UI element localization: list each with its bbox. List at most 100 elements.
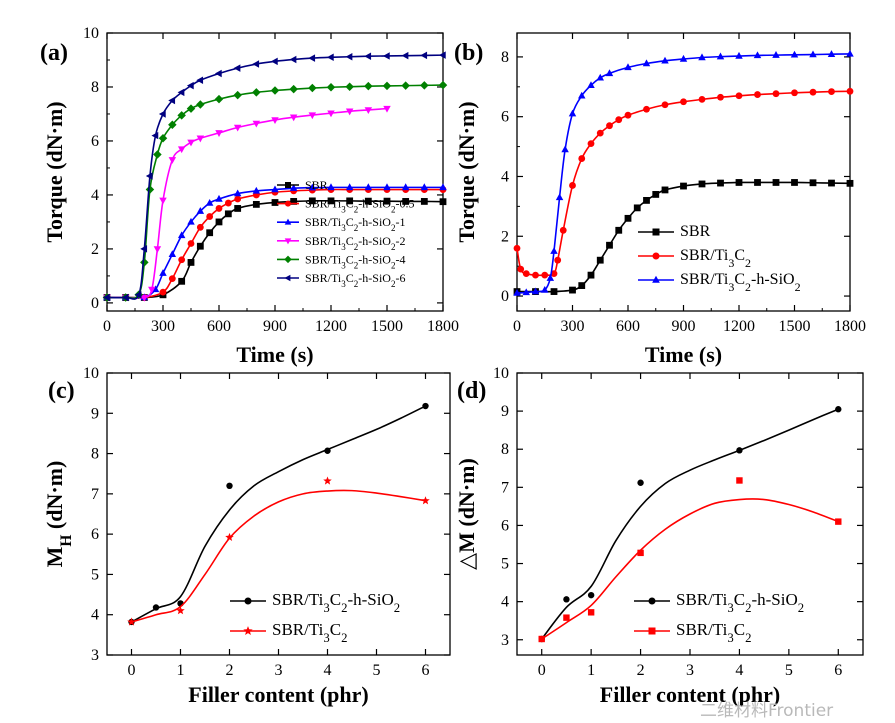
legend-name-sub: 2 <box>795 280 801 294</box>
data-point <box>252 200 260 208</box>
series-3 <box>103 105 391 302</box>
x-tick-label: 5 <box>785 662 793 679</box>
legend-name-sub: 3 <box>341 242 346 252</box>
y-tick-label: 4 <box>91 187 99 204</box>
data-point <box>513 244 521 252</box>
data-point <box>168 96 176 105</box>
legend-name: SBR/Ti <box>676 620 728 639</box>
legend-name-sub: 2 <box>391 279 396 289</box>
data-point <box>140 258 149 267</box>
x-tick-label: 900 <box>263 318 287 335</box>
y-tick-label: 4 <box>501 168 509 185</box>
legend-name: SBR/Ti <box>272 590 324 609</box>
data-point <box>652 191 660 198</box>
legend-name-sub: 3 <box>727 631 733 645</box>
legend-name: SBR/Ti <box>305 271 342 285</box>
data-point <box>326 53 334 62</box>
legend-name-part: O <box>382 271 391 285</box>
y-axis-title-tail: (dN·m) <box>42 461 67 535</box>
legend-name-part: C <box>734 590 745 609</box>
legend-label: SBR/Ti3C2-h-SiO2-6 <box>305 271 405 289</box>
x-axis-title: Time (s) <box>645 342 722 367</box>
legend-label: SBR/Ti3C2 <box>676 620 751 645</box>
data-point <box>587 609 595 616</box>
data-point <box>846 179 854 187</box>
data-point <box>383 183 391 191</box>
data-point <box>289 84 298 94</box>
legend-name-part: C <box>346 252 354 266</box>
data-point <box>420 183 429 191</box>
x-tick-label: 1 <box>177 662 185 679</box>
data-point <box>698 180 706 188</box>
panel-b: 0 300 600 900 1200 1500 1800 0 2 4 6 8 (b) Time (s) To… <box>454 32 866 367</box>
data-point <box>550 288 558 295</box>
data-point <box>569 286 576 294</box>
data-point <box>215 205 223 212</box>
legend-name-part: -4 <box>395 252 405 266</box>
legend-name: SBR <box>305 178 328 192</box>
x-tick-label: 3 <box>275 662 283 679</box>
legend-name-part: C <box>734 620 745 639</box>
legend-name-part: O <box>783 271 795 288</box>
legend-name-sub: 2 <box>354 242 359 252</box>
data-point <box>177 111 186 120</box>
legend-name-sub: 2 <box>391 205 396 215</box>
legend-name-part: C <box>734 271 745 288</box>
legend-name-part: O <box>382 234 391 248</box>
x-tick-label: 300 <box>561 318 585 335</box>
data-point <box>383 197 391 205</box>
data-point <box>735 51 743 59</box>
legend-name-part: -0.5 <box>395 197 414 211</box>
legend-name-sub: 2 <box>391 223 396 233</box>
data-point <box>541 285 549 293</box>
data-point <box>809 88 817 96</box>
data-point <box>587 591 595 599</box>
legend-name-part: -h-Si <box>358 215 383 229</box>
data-point <box>308 54 316 62</box>
data-point <box>187 240 195 247</box>
y-axis-title: Torque (dN·m) <box>42 101 67 242</box>
legend-label: SBR/Ti3C2-h-SiO2-1 <box>305 215 405 233</box>
data-point <box>735 179 743 186</box>
legend-name-part: -h-Si <box>358 234 383 248</box>
data-point <box>772 179 780 186</box>
y-tick-label: 6 <box>501 517 509 534</box>
data-point <box>364 183 373 191</box>
data-point <box>698 95 706 103</box>
legend-name-sub: 3 <box>341 260 346 270</box>
data-point <box>252 88 261 97</box>
data-point <box>420 51 428 60</box>
legend-label: SBR/Ti3C2 <box>680 247 751 270</box>
data-point <box>587 140 595 148</box>
legend: SBRSBR/Ti3C2-h-SiO2-0.5SBR/Ti3C2-h-SiO2-… <box>277 178 414 289</box>
data-point <box>187 259 195 266</box>
data-point <box>177 88 185 97</box>
data-point <box>402 198 410 205</box>
data-point <box>401 51 409 60</box>
data-point <box>186 81 194 90</box>
data-point <box>215 130 223 137</box>
data-point <box>196 100 205 109</box>
data-point <box>596 73 604 81</box>
data-point <box>735 92 743 100</box>
data-point <box>168 275 176 283</box>
x-tick-label: 1200 <box>723 318 755 335</box>
data-point <box>178 256 186 264</box>
x-tick-label: 6 <box>834 662 842 679</box>
data-point <box>345 82 354 91</box>
y-tick-label: 0 <box>91 295 99 312</box>
data-point <box>578 155 586 162</box>
data-point <box>513 288 521 296</box>
data-point <box>214 94 224 104</box>
data-point <box>835 406 842 413</box>
data-point <box>624 111 632 119</box>
x-tick-label: 900 <box>672 318 696 335</box>
legend-name-sub: 2 <box>745 601 751 615</box>
data-point <box>587 81 595 89</box>
data-point <box>561 145 569 153</box>
series-4 <box>102 80 448 302</box>
data-point <box>196 135 205 143</box>
data-point <box>271 199 279 206</box>
